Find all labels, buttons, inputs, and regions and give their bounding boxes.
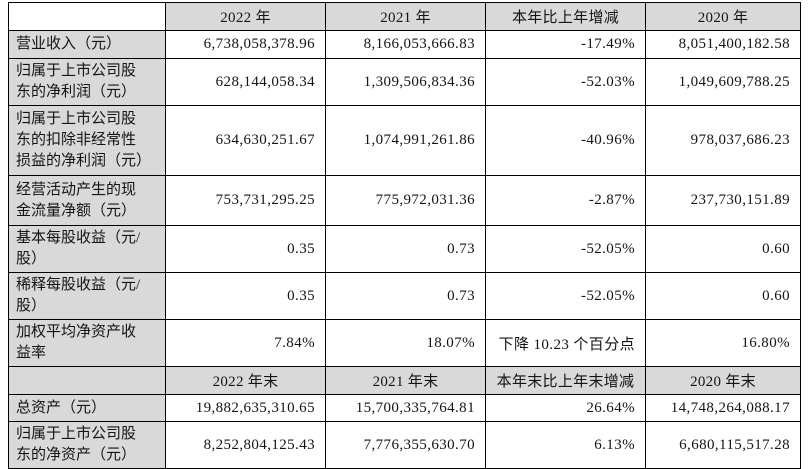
header-row-annual: 2022 年 2021 年 本年比上年增减 2020 年 xyxy=(8,2,801,31)
cell-2020: 16.80% xyxy=(645,319,801,367)
cell-2020: 1,049,609,788.25 xyxy=(645,58,801,106)
table-row-revenue: 营业收入（元） 6,738,058,378.96 8,166,053,666.8… xyxy=(8,30,801,59)
cell-2020: 8,051,400,182.58 xyxy=(645,30,801,59)
column-header-2020-end: 2020 年末 xyxy=(645,366,801,395)
column-header-2021: 2021 年 xyxy=(325,2,486,31)
row-label: 经营活动产生的现金流量净额（元） xyxy=(8,175,166,226)
cell-2021: 0.73 xyxy=(325,272,486,320)
table-row-net-profit-deducted: 归属于上市公司股东的扣除非经常性损益的净利润（元） 634,630,251.67… xyxy=(8,105,801,176)
table-row-total-assets: 总资产（元） 19,882,635,310.65 15,700,335,764.… xyxy=(8,394,801,422)
cell-2022: 753,731,295.25 xyxy=(165,175,326,226)
cell-2021: 18.07% xyxy=(325,319,486,367)
cell-2021: 8,166,053,666.83 xyxy=(325,30,486,59)
cell-2022: 628,144,058.34 xyxy=(165,58,326,106)
cell-2022: 0.35 xyxy=(165,225,326,273)
cell-2020: 237,730,151.89 xyxy=(645,175,801,226)
cell-2022: 634,630,251.67 xyxy=(165,105,326,176)
table-row-weighted-roe: 加权平均净资产收益率 7.84% 18.07% 下降 10.23 个百分点 16… xyxy=(8,319,801,367)
column-header-2020: 2020 年 xyxy=(645,2,801,31)
column-header-2022-end: 2022 年末 xyxy=(165,366,326,395)
cell-2021-end: 15,700,335,764.81 xyxy=(325,394,486,422)
cell-2021: 1,309,506,834.36 xyxy=(325,58,486,106)
row-label: 稀释每股收益（元/股） xyxy=(8,272,166,320)
cell-change: -52.05% xyxy=(485,225,646,273)
cell-2022: 7.84% xyxy=(165,319,326,367)
row-label: 归属于上市公司股东的扣除非经常性损益的净利润（元） xyxy=(8,105,166,176)
corner-cell xyxy=(8,2,166,31)
financial-summary-table: 2022 年 2021 年 本年比上年增减 2020 年 营业收入（元） 6,7… xyxy=(8,2,801,469)
column-header-year-end-change: 本年末比上年末增减 xyxy=(485,366,646,395)
cell-2020: 0.60 xyxy=(645,225,801,273)
cell-change: -52.05% xyxy=(485,272,646,320)
corner-cell xyxy=(8,366,166,395)
row-label: 营业收入（元） xyxy=(8,30,166,59)
cell-2021: 775,972,031.36 xyxy=(325,175,486,226)
column-header-2022: 2022 年 xyxy=(165,2,326,31)
cell-2021: 1,074,991,261.86 xyxy=(325,105,486,176)
table-row-basic-eps: 基本每股收益（元/股） 0.35 0.73 -52.05% 0.60 xyxy=(8,225,801,273)
table-row-net-assets: 归属于上市公司股东的净资产（元） 8,252,804,125.43 7,776,… xyxy=(8,421,801,469)
column-header-2021-end: 2021 年末 xyxy=(325,366,486,395)
cell-change: -40.96% xyxy=(485,105,646,176)
cell-change: 下降 10.23 个百分点 xyxy=(485,319,646,367)
cell-2022-end: 19,882,635,310.65 xyxy=(165,394,326,422)
header-row-year-end: 2022 年末 2021 年末 本年末比上年末增减 2020 年末 xyxy=(8,366,801,395)
row-label: 归属于上市公司股东的净利润（元） xyxy=(8,58,166,106)
cell-2020: 0.60 xyxy=(645,272,801,320)
cell-change: -17.49% xyxy=(485,30,646,59)
row-label: 总资产（元） xyxy=(8,394,166,422)
cell-2021: 0.73 xyxy=(325,225,486,273)
cell-change: -52.03% xyxy=(485,58,646,106)
table-row-net-profit: 归属于上市公司股东的净利润（元） 628,144,058.34 1,309,50… xyxy=(8,58,801,106)
cell-2022: 6,738,058,378.96 xyxy=(165,30,326,59)
cell-change: 26.64% xyxy=(485,394,646,422)
table-row-diluted-eps: 稀释每股收益（元/股） 0.35 0.73 -52.05% 0.60 xyxy=(8,272,801,320)
table-row-operating-cash-flow: 经营活动产生的现金流量净额（元） 753,731,295.25 775,972,… xyxy=(8,175,801,226)
cell-2022: 0.35 xyxy=(165,272,326,320)
cell-2022-end: 8,252,804,125.43 xyxy=(165,421,326,469)
cell-change: -2.87% xyxy=(485,175,646,226)
row-label: 基本每股收益（元/股） xyxy=(8,225,166,273)
cell-2021-end: 7,776,355,630.70 xyxy=(325,421,486,469)
cell-2020-end: 14,748,264,088.17 xyxy=(645,394,801,422)
row-label: 加权平均净资产收益率 xyxy=(8,319,166,367)
cell-2020: 978,037,686.23 xyxy=(645,105,801,176)
column-header-yoy-change: 本年比上年增减 xyxy=(485,2,646,31)
row-label: 归属于上市公司股东的净资产（元） xyxy=(8,421,166,469)
cell-change: 6.13% xyxy=(485,421,646,469)
cell-2020-end: 6,680,115,517.28 xyxy=(645,421,801,469)
